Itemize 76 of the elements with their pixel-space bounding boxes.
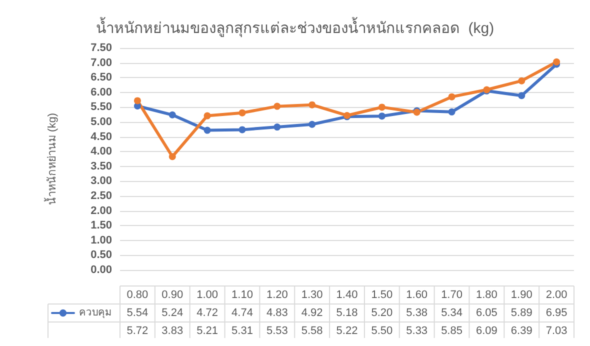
data-label: 6.05 <box>476 307 498 319</box>
point <box>238 126 246 134</box>
data-label: 5.50 <box>371 325 393 337</box>
y-tick-label: 0.50 <box>90 249 112 262</box>
x-tick-label: 1.10 <box>232 289 253 301</box>
x-tick-label: 1.00 <box>196 289 218 301</box>
data-label: 4.72 <box>196 307 218 319</box>
y-tick-label: 7.00 <box>90 56 112 69</box>
point <box>378 104 386 111</box>
data-label: 4.92 <box>301 307 323 319</box>
legend-label: ควบคุม <box>79 308 112 318</box>
y-tick-label: 5.00 <box>90 116 112 128</box>
point <box>204 112 211 120</box>
y-tick-label: 5.50 <box>90 101 112 114</box>
chart-title: น้ำหนักหย่านมของลูกสุกรแต่ละช่วงของน้ำหนักแรกคลอด (kg) <box>96 17 494 38</box>
x-tick-label: 0.90 <box>162 289 184 301</box>
y-tick-label: 3.00 <box>90 175 112 188</box>
x-tick-label: 0.80 <box>126 289 148 301</box>
data-label: 5.21 <box>196 325 218 337</box>
data-label: 5.22 <box>336 325 358 337</box>
point <box>168 111 176 118</box>
y-tick-label: 2.50 <box>90 190 112 202</box>
point <box>518 77 526 84</box>
x-tick-label: 1.30 <box>301 289 323 301</box>
point <box>274 124 281 131</box>
data-label: 5.54 <box>126 307 148 319</box>
point <box>308 101 316 108</box>
y-tick-label: 1.50 <box>90 220 112 232</box>
x-tick-label: 1.60 <box>406 289 428 301</box>
y-tick-label: 7.50 <box>90 42 112 54</box>
data-label: 5.53 <box>266 325 288 337</box>
point <box>518 92 526 100</box>
x-tick-label: 1.80 <box>476 289 498 301</box>
y-tick-label: 0.00 <box>90 264 112 276</box>
data-label: 5.72 <box>126 325 148 337</box>
data-label: 5.33 <box>406 325 428 337</box>
data-label: 6.95 <box>546 307 568 319</box>
y-tick-label: 6.00 <box>90 86 112 98</box>
data-label: 5.38 <box>406 307 428 319</box>
y-tick-label: 3.50 <box>90 160 112 172</box>
data-label: 5.31 <box>232 325 253 337</box>
y-tick-label: 2.00 <box>90 204 112 217</box>
data-label: 5.20 <box>371 307 393 319</box>
data-label: 5.58 <box>301 325 323 337</box>
data-label: 6.39 <box>510 325 532 337</box>
point <box>168 153 176 160</box>
point <box>308 120 316 128</box>
point <box>134 97 141 104</box>
x-tick-label: 1.70 <box>441 289 462 301</box>
x-tick-label: 1.90 <box>510 289 532 301</box>
data-label: 4.74 <box>232 307 253 319</box>
data-label: 5.24 <box>162 307 184 319</box>
x-tick-label: 1.20 <box>266 289 288 301</box>
point <box>448 108 456 116</box>
point <box>378 112 386 120</box>
data-label: 5.18 <box>336 307 358 319</box>
data-label: 5.34 <box>441 307 462 319</box>
data-label: 6.09 <box>476 325 498 337</box>
y-tick-label: 6.50 <box>90 72 112 84</box>
y-tick-label: 1.00 <box>90 234 112 246</box>
data-label: 7.03 <box>546 325 568 337</box>
point <box>238 109 246 116</box>
point <box>448 93 456 100</box>
data-label: 4.83 <box>266 307 288 319</box>
y-tick-label: 4.00 <box>90 146 112 158</box>
y-tick-label: 4.50 <box>90 130 112 143</box>
point <box>204 126 211 134</box>
data-label: 5.89 <box>510 307 532 319</box>
y-axis-title: น้ำหนักหย่านม (kg) <box>44 113 58 205</box>
data-label: 5.85 <box>441 325 462 337</box>
x-tick-label: 1.40 <box>336 289 358 301</box>
point <box>274 102 281 110</box>
data-label: 3.83 <box>162 325 184 337</box>
point <box>553 58 560 66</box>
x-tick-label: 1.50 <box>371 289 393 301</box>
x-tick-label: 2.00 <box>546 289 568 301</box>
